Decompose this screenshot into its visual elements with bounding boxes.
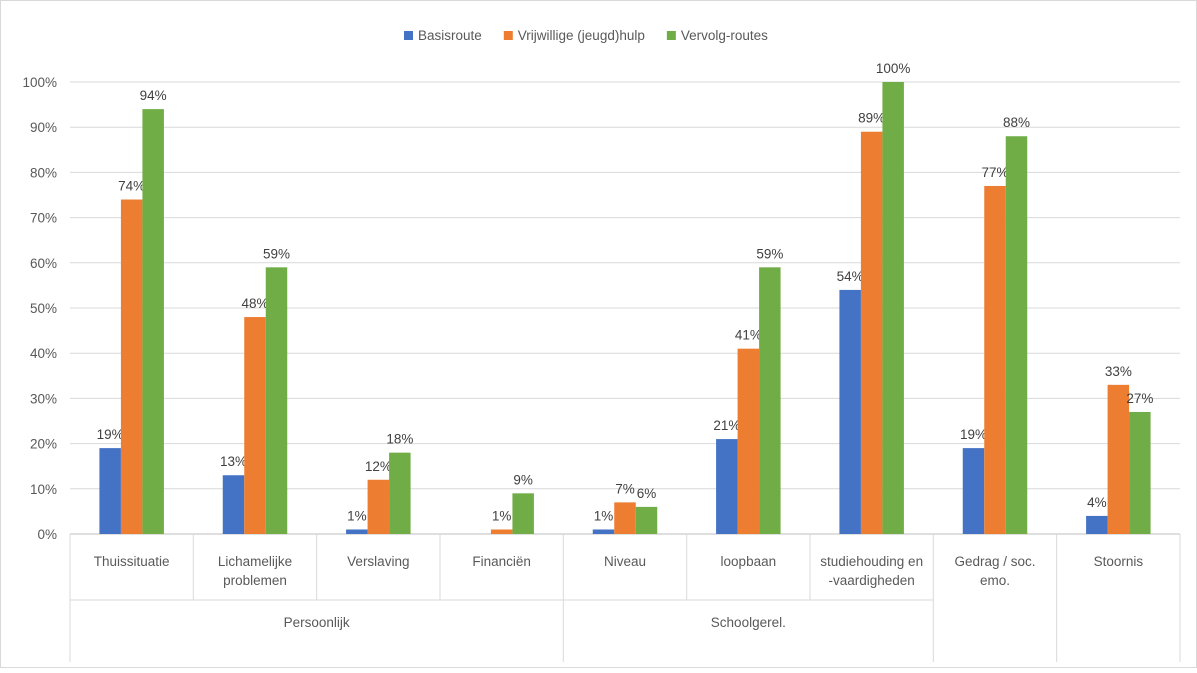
bar	[962, 448, 985, 534]
data-label: 19%	[960, 427, 987, 442]
data-label: 88%	[1003, 115, 1030, 130]
bar	[882, 82, 904, 534]
legend-swatch	[503, 31, 513, 40]
bar	[490, 529, 513, 534]
y-tick-label: 100%	[22, 75, 57, 90]
x-category-label: Financiën	[472, 554, 531, 569]
data-label: 59%	[756, 246, 783, 261]
data-label: 12%	[365, 459, 392, 474]
legend-swatch	[404, 31, 413, 40]
bar	[389, 452, 411, 534]
data-label: 54%	[837, 269, 864, 284]
y-tick-label: 40%	[30, 346, 57, 361]
bar	[1107, 384, 1130, 534]
data-label: 7%	[615, 481, 635, 496]
x-category-label: -vaardigheden	[829, 573, 915, 588]
bar	[759, 267, 781, 534]
x-category-label: Lichamelijke	[218, 554, 292, 569]
x-category-label: problemen	[223, 573, 287, 588]
data-label: 1%	[594, 508, 614, 523]
data-label: 48%	[241, 296, 268, 311]
data-label: 13%	[220, 454, 247, 469]
x-category-label: studiehouding en	[820, 554, 923, 569]
legend-label: Vervolg-routes	[681, 28, 768, 43]
bar	[244, 317, 266, 534]
data-label: 41%	[735, 328, 762, 343]
x-category-label: Gedrag / soc.	[954, 554, 1035, 569]
bar	[716, 439, 738, 534]
data-label: 27%	[1126, 391, 1153, 406]
data-label: 74%	[118, 179, 145, 194]
bar	[222, 475, 245, 534]
bar	[512, 493, 534, 534]
bar	[592, 529, 615, 534]
y-tick-label: 60%	[30, 256, 57, 271]
bar	[346, 529, 368, 534]
data-label: 89%	[858, 111, 885, 126]
data-label: 33%	[1105, 364, 1132, 379]
data-label: 19%	[97, 427, 124, 442]
y-tick-label: 0%	[37, 527, 57, 542]
x-group-label: Persoonlijk	[284, 615, 350, 630]
bar	[614, 502, 636, 534]
data-label: 77%	[981, 165, 1008, 180]
x-category-label: Thuissituatie	[94, 554, 170, 569]
bar	[1129, 411, 1151, 534]
bar	[265, 267, 288, 534]
data-label: 59%	[263, 246, 290, 261]
x-category-label: Stoornis	[1094, 554, 1144, 569]
bar	[367, 479, 390, 534]
x-category-label: emo.	[980, 573, 1010, 588]
y-tick-label: 10%	[30, 482, 57, 497]
bar	[635, 506, 658, 534]
bar	[860, 131, 883, 534]
legend-swatch	[666, 31, 676, 40]
bar	[1086, 515, 1108, 534]
data-label: 94%	[140, 88, 167, 103]
data-label: 21%	[713, 418, 740, 433]
data-label: 18%	[386, 432, 413, 447]
x-category-label: loopbaan	[721, 554, 777, 569]
bar	[839, 289, 861, 534]
y-tick-label: 70%	[30, 211, 57, 226]
bar	[984, 185, 1006, 534]
x-group-label: Schoolgerel.	[711, 615, 786, 630]
x-category-label: Verslaving	[347, 554, 409, 569]
legend-label: Basisroute	[418, 28, 482, 43]
legend-label: Vrijwillige (jeugd)hulp	[518, 28, 645, 43]
y-tick-label: 20%	[30, 437, 57, 452]
data-label: 1%	[492, 508, 512, 523]
bar	[142, 109, 164, 535]
bar	[99, 448, 121, 534]
y-tick-label: 50%	[30, 301, 57, 316]
y-tick-label: 90%	[30, 120, 57, 135]
x-category-label: Niveau	[604, 554, 646, 569]
bar	[120, 199, 143, 534]
data-label: 4%	[1087, 495, 1107, 510]
data-label: 9%	[513, 472, 533, 487]
bar	[1005, 136, 1028, 535]
y-tick-label: 80%	[30, 165, 57, 180]
data-label: 100%	[876, 61, 911, 76]
data-label: 1%	[347, 508, 367, 523]
y-tick-label: 30%	[30, 391, 57, 406]
bar	[737, 348, 760, 534]
data-label: 6%	[637, 486, 657, 501]
